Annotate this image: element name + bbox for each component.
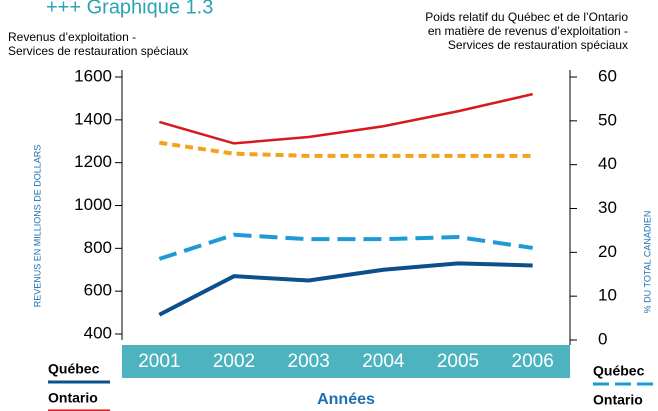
line (158, 92, 533, 145)
subtitle-right: en matière de revenus d’exploitation - (428, 24, 628, 38)
x-tick-label: 2003 (288, 351, 330, 372)
category-band (122, 345, 570, 378)
line (158, 232, 533, 261)
y2-axis-label: % DU TOTAL CANADIEN (642, 211, 652, 314)
subtitle-left: Revenus d’exploitation - (8, 30, 136, 44)
legend-label: Québec (48, 361, 100, 377)
y2-tick-label: 30 (598, 198, 617, 217)
y2-tick-label: 20 (598, 242, 617, 261)
line (159, 140, 533, 158)
y2-tick-label: 10 (598, 286, 617, 305)
y-tick-label: 1600 (74, 66, 112, 85)
y-tick-label: 1200 (74, 152, 112, 171)
y2-tick-label: 0 (598, 329, 607, 348)
chart-title: +++ Graphique 1.3 (46, 0, 213, 18)
y2-tick-label: 60 (598, 66, 617, 85)
y-tick-label: 1400 (74, 109, 112, 128)
subtitle-right: Poids relatif du Québec et de l’Ontario (425, 10, 628, 24)
x-tick-label: 2005 (437, 351, 479, 372)
y-tick-label: 600 (84, 281, 112, 300)
legend-label: Ontario (48, 390, 98, 406)
subtitle-left: Services de restauration spéciaux (8, 44, 188, 58)
legend-label: Québec (593, 363, 645, 379)
line (158, 261, 533, 317)
x-tick-label: 2002 (213, 351, 255, 372)
legend-label: Ontario (593, 392, 643, 408)
y-axis-label: REVENUS EN MILLIONS DE DOLLARS (32, 145, 42, 308)
y-tick-label: 1000 (74, 195, 112, 214)
y2-tick-label: 40 (598, 154, 617, 173)
x-tick-label: 2001 (138, 351, 180, 372)
subtitle-right: Services de restauration spéciaux (448, 38, 628, 52)
y2-tick-label: 50 (598, 110, 617, 129)
y-tick-label: 400 (84, 323, 112, 342)
x-tick-label: 2004 (362, 351, 405, 372)
y-tick-label: 800 (84, 238, 112, 257)
x-tick-label: 2006 (512, 351, 554, 372)
x-axis-label: Années (317, 391, 375, 408)
